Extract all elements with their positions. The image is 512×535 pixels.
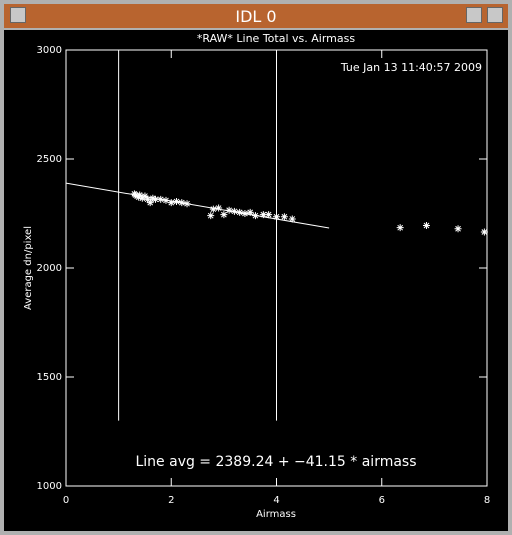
y-tick-label: 2000 xyxy=(37,263,62,274)
point xyxy=(230,207,238,215)
point xyxy=(144,195,152,203)
point xyxy=(280,213,288,221)
maximize-button[interactable] xyxy=(487,7,503,23)
point xyxy=(265,211,273,219)
point xyxy=(288,215,296,223)
fit-line xyxy=(65,182,330,229)
point xyxy=(141,192,149,200)
point xyxy=(136,191,144,199)
x-axis-label: Airmass xyxy=(256,509,296,520)
point xyxy=(162,196,170,204)
point xyxy=(480,228,488,236)
point xyxy=(149,194,157,202)
point xyxy=(396,224,404,232)
point xyxy=(251,212,259,220)
x-tick-label: 2 xyxy=(168,495,174,506)
point xyxy=(241,210,249,217)
x-tick-label: 8 xyxy=(484,495,490,506)
y-tick-label: 1500 xyxy=(37,372,62,383)
point xyxy=(215,204,223,212)
title-bar: IDL 0 xyxy=(4,4,508,28)
point xyxy=(259,211,267,219)
point xyxy=(178,199,186,207)
y-tick-label: 2500 xyxy=(37,154,62,165)
point xyxy=(173,198,181,206)
window-title: IDL 0 xyxy=(235,7,277,26)
point xyxy=(220,211,228,219)
point xyxy=(209,205,217,213)
x-tick-label: 0 xyxy=(63,495,69,506)
annotation: Line avg = 2389.24 + −41.15 * airmass xyxy=(135,454,416,470)
point xyxy=(157,195,165,203)
menu-button[interactable] xyxy=(10,7,26,23)
point xyxy=(246,208,254,216)
x-tick-label: 4 xyxy=(273,495,279,506)
point xyxy=(273,213,280,221)
minimize-button[interactable] xyxy=(466,7,482,23)
chart: *RAW* Line Total vs. Airmass Tue Jan 13 … xyxy=(4,30,508,531)
x-tick-label: 6 xyxy=(379,495,385,506)
point xyxy=(183,200,191,208)
timestamp: Tue Jan 13 11:40:57 2009 xyxy=(340,61,482,74)
y-tick-label: 3000 xyxy=(37,45,62,56)
point xyxy=(151,195,159,203)
point xyxy=(422,221,430,229)
y-tick-label: 1000 xyxy=(37,481,62,492)
point xyxy=(146,199,154,207)
y-axis-label: Average dn/pixel xyxy=(23,226,34,310)
point xyxy=(236,208,244,216)
chart-title: *RAW* Line Total vs. Airmass xyxy=(197,32,355,45)
point xyxy=(167,199,175,207)
point xyxy=(225,206,233,214)
point xyxy=(135,193,143,201)
point xyxy=(454,225,462,233)
point xyxy=(207,212,215,220)
